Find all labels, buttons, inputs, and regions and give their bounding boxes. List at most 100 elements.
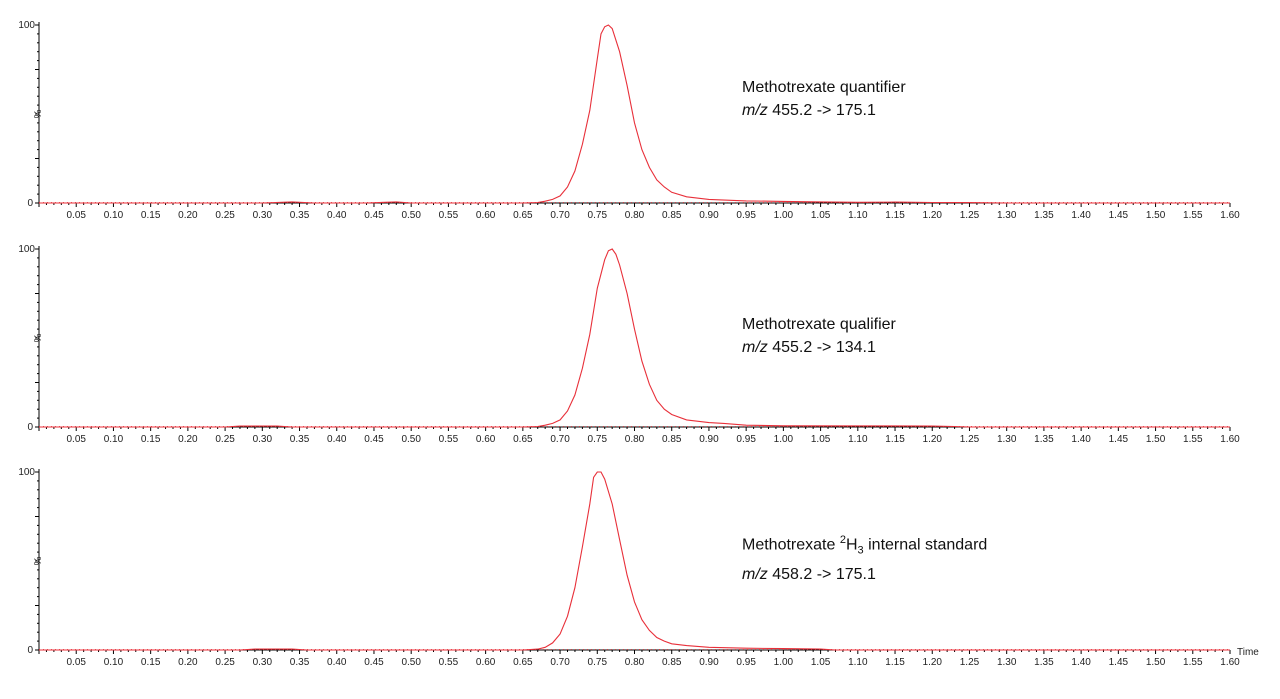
- chromatogram-trace: [39, 24, 1230, 204]
- x-tick-label: 1.55: [1183, 434, 1203, 445]
- x-tick-label: 1.55: [1183, 210, 1203, 221]
- mz-prefix: m/z: [742, 102, 768, 119]
- x-tick-label: 0.70: [550, 657, 570, 668]
- isotope-symbol: H: [845, 536, 858, 554]
- x-tick-label: 1.45: [1109, 210, 1129, 221]
- compound-name-text: Methotrexate: [742, 536, 836, 554]
- compound-name: Methotrexate quantifier: [742, 79, 906, 96]
- x-tick-label: 0.45: [364, 210, 384, 221]
- x-tick-label: 0.25: [215, 434, 235, 445]
- compound-suffix: internal standard: [868, 536, 988, 554]
- x-tick-label: 0.80: [625, 210, 645, 221]
- y-axis-percent-label: %: [31, 110, 42, 119]
- y-tick-label-0: 0: [27, 198, 33, 209]
- x-tick-label: 1.35: [1034, 434, 1054, 445]
- chromatogram-plot-2: 100 0% 0.05 0.10 0.15 0.20 0.25 0.30 0.35 0.40 0.4…: [18, 244, 1240, 445]
- transition-label: m/z 455.2 -> 175.1: [742, 99, 906, 122]
- x-tick-label: 0.05: [66, 657, 86, 668]
- x-tick-label: 1.00: [774, 657, 794, 668]
- x-tick-label: 0.75: [588, 210, 608, 221]
- x-tick-label: 0.80: [625, 434, 645, 445]
- x-tick-label: 0.35: [290, 434, 310, 445]
- x-tick-label: 1.40: [1071, 210, 1091, 221]
- chromatogram-trace: [39, 248, 1230, 428]
- x-tick-label: 1.45: [1109, 657, 1129, 668]
- chromatogram-plot-1: 100 0% 0.05 0.10 0.15 0.20 0.25 0.30 0.35 0.40 0.4…: [18, 20, 1240, 221]
- x-tick-label: 0.15: [141, 434, 161, 445]
- x-tick-label: 0.70: [550, 210, 570, 221]
- x-tick-label: 0.20: [178, 210, 198, 221]
- x-tick-label: 0.30: [253, 657, 273, 668]
- trace-label-3: Methotrexate 2H3 internal standard m/z 4…: [742, 529, 987, 586]
- trace-label-1: Methotrexate quantifier m/z 455.2 -> 175…: [742, 76, 906, 122]
- x-tick-label: 1.30: [997, 210, 1017, 221]
- x-tick-label: 0.35: [290, 657, 310, 668]
- x-tick-label: 0.40: [327, 657, 347, 668]
- x-tick-label: 0.30: [253, 210, 273, 221]
- y-tick-label-100: 100: [18, 20, 35, 31]
- isotope-superscript: 2: [839, 534, 846, 546]
- y-axis-percent-label: %: [31, 334, 42, 343]
- mz-value: 458.2 -> 175.1: [772, 565, 876, 583]
- x-tick-label: 0.75: [588, 657, 608, 668]
- x-tick-label: 0.90: [699, 657, 719, 668]
- x-tick-label: 1.05: [811, 657, 831, 668]
- x-tick-label: 0.60: [476, 210, 496, 221]
- trace-label-2: Methotrexate qualifier m/z 455.2 -> 134.…: [742, 313, 896, 359]
- x-tick-label: 0.70: [550, 434, 570, 445]
- x-tick-label: 0.55: [439, 657, 459, 668]
- x-tick-label: 0.40: [327, 210, 347, 221]
- chromatogram-panel-3: 100 0% 0.05 0.10 0.15 0.20 0.25 0.30 0.35 0.40 0.4…: [0, 447, 1280, 679]
- x-tick-label: 1.20: [923, 210, 943, 221]
- x-tick-label: 1.10: [848, 434, 868, 445]
- x-tick-label: 1.10: [848, 210, 868, 221]
- x-tick-label: 0.85: [662, 210, 682, 221]
- y-tick-label-0: 0: [27, 645, 33, 656]
- x-tick-label: 0.30: [253, 434, 273, 445]
- x-tick-label: 1.30: [997, 657, 1017, 668]
- x-tick-label: 0.65: [513, 657, 533, 668]
- x-tick-label: 1.30: [997, 434, 1017, 445]
- x-tick-label: 0.10: [104, 210, 124, 221]
- y-tick-label-100: 100: [18, 244, 35, 255]
- x-tick-label: 0.25: [215, 210, 235, 221]
- x-tick-label: 0.50: [401, 210, 421, 221]
- chromatogram-trace: [39, 471, 1230, 651]
- x-tick-label: 0.95: [736, 210, 756, 221]
- x-tick-label: 1.35: [1034, 657, 1054, 668]
- x-tick-label: 1.15: [885, 434, 905, 445]
- y-tick-label-0: 0: [27, 422, 33, 433]
- x-tick-label: 0.10: [104, 434, 124, 445]
- x-tick-label: 0.45: [364, 657, 384, 668]
- x-tick-label: 0.75: [588, 434, 608, 445]
- x-tick-label: 1.50: [1146, 657, 1166, 668]
- y-axis-percent-label: %: [31, 557, 42, 566]
- x-tick-label: 1.60: [1220, 657, 1240, 668]
- x-tick-label: 1.15: [885, 210, 905, 221]
- x-tick-label: 1.20: [923, 657, 943, 668]
- x-tick-label: 0.35: [290, 210, 310, 221]
- x-tick-label: 0.25: [215, 657, 235, 668]
- x-tick-label: 1.35: [1034, 210, 1054, 221]
- x-tick-label: 0.15: [141, 657, 161, 668]
- transition-label: m/z 458.2 -> 175.1: [742, 563, 987, 586]
- x-tick-label: 0.90: [699, 434, 719, 445]
- x-tick-label: 0.10: [104, 657, 124, 668]
- x-tick-label: 1.25: [960, 657, 980, 668]
- x-tick-label: 1.10: [848, 657, 868, 668]
- x-tick-label: 1.00: [774, 434, 794, 445]
- x-tick-label: 1.15: [885, 657, 905, 668]
- isotope-subscript: 3: [857, 544, 864, 557]
- x-tick-label: 1.60: [1220, 434, 1240, 445]
- x-tick-label: 1.00: [774, 210, 794, 221]
- mz-value: 455.2 -> 134.1: [772, 339, 876, 356]
- x-tick-label: 0.20: [178, 657, 198, 668]
- x-tick-label: 1.25: [960, 434, 980, 445]
- x-tick-label: 1.05: [811, 434, 831, 445]
- x-tick-label: 0.45: [364, 434, 384, 445]
- x-tick-label: 1.40: [1071, 434, 1091, 445]
- x-tick-label: 0.40: [327, 434, 347, 445]
- x-tick-label: 0.95: [736, 434, 756, 445]
- x-tick-label: 0.50: [401, 657, 421, 668]
- x-tick-label: 0.65: [513, 210, 533, 221]
